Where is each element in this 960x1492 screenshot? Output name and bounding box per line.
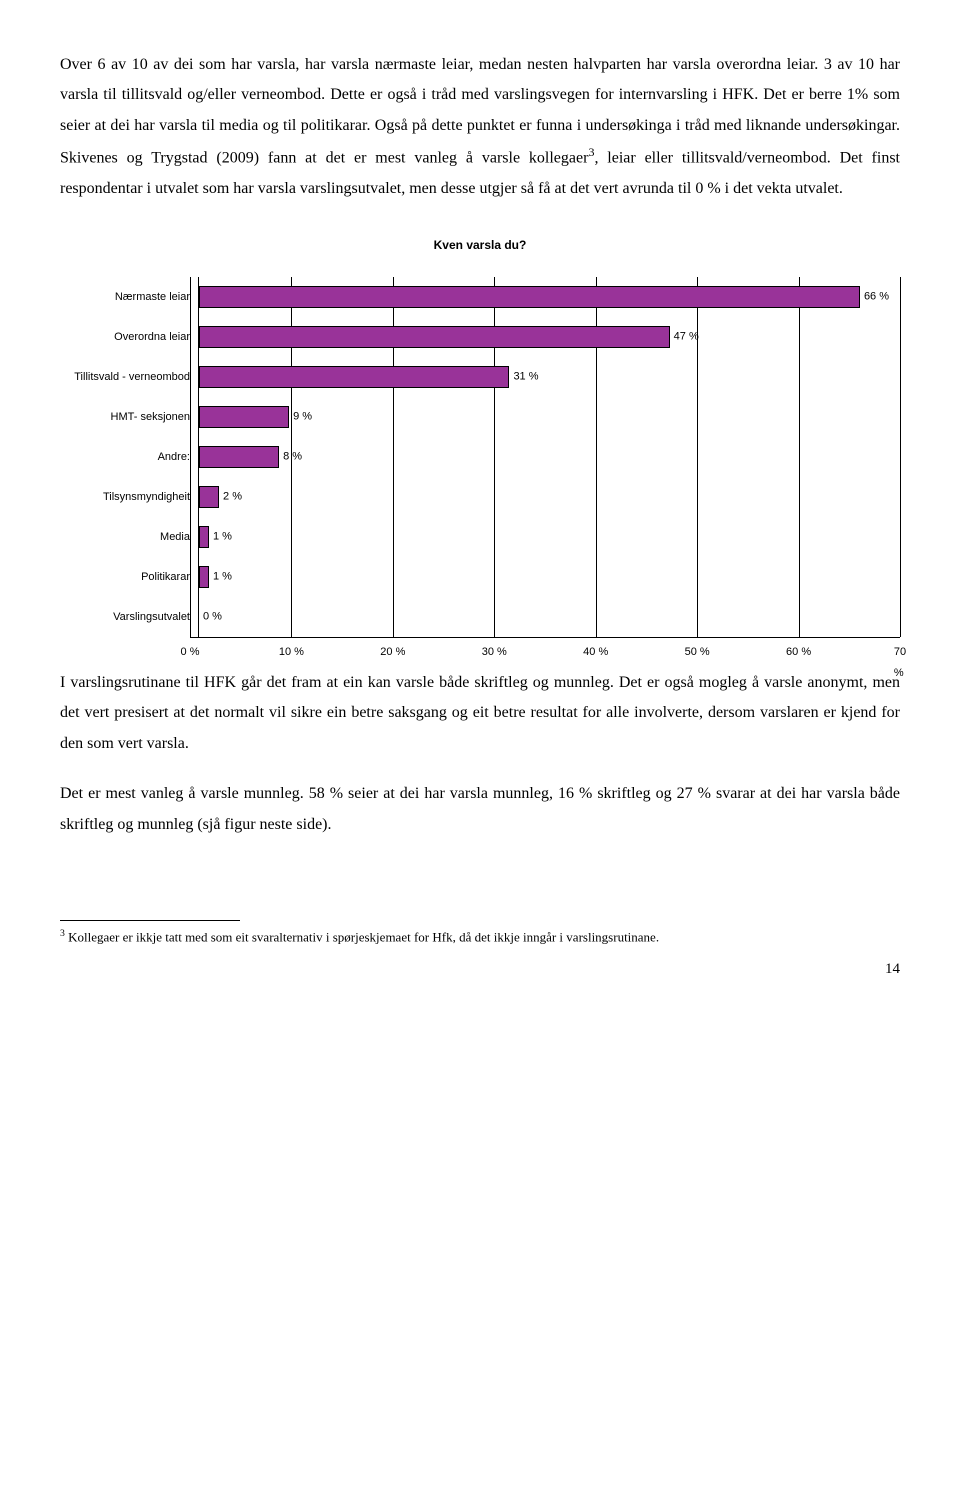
chart-row: Media 1 % <box>60 517 900 557</box>
footnote-text: Kollegaer er ikkje tatt med som eit svar… <box>65 929 659 944</box>
bar-label: Politikarar <box>60 567 198 588</box>
bar <box>199 286 860 308</box>
chart-row: Tilsynsmyndigheit 2 % <box>60 477 900 517</box>
bar-value: 0 % <box>199 607 222 628</box>
bar <box>199 326 670 348</box>
bar <box>199 406 289 428</box>
chart-title: Kven varsla du? <box>60 234 900 257</box>
bar-plot: 0 % <box>198 597 900 637</box>
bar-label: Tilsynsmyndigheit <box>60 487 198 508</box>
bar <box>199 446 279 468</box>
bar-value: 1 % <box>209 527 232 548</box>
bar-label: Tillitsvald - verneombod <box>60 367 198 388</box>
bar-value: 1 % <box>209 567 232 588</box>
bar-plot: 9 % <box>198 397 900 437</box>
bar-plot: 1 % <box>198 557 900 597</box>
x-tick-label: 10 % <box>279 642 304 663</box>
bar-plot: 47 % <box>198 317 900 357</box>
bar-value: 2 % <box>219 487 242 508</box>
bar-value: 9 % <box>289 407 312 428</box>
bar-label: Varslingsutvalet <box>60 607 198 628</box>
chart-row: Andre: 8 % <box>60 437 900 477</box>
paragraph-3: Det er mest vanleg å varsle munnleg. 58 … <box>60 779 900 840</box>
chart-row: Varslingsutvalet0 % <box>60 597 900 637</box>
bar-plot: 66 % <box>198 277 900 317</box>
bar-value: 47 % <box>670 327 699 348</box>
bar <box>199 526 209 548</box>
bar-value: 8 % <box>279 447 302 468</box>
chart-row: Nærmaste leiar 66 % <box>60 277 900 317</box>
x-tick-label: 20 % <box>380 642 405 663</box>
x-tick-label: 70 % <box>894 642 906 684</box>
axis-plot: 0 %10 %20 %30 %40 %50 %60 %70 % <box>190 637 900 658</box>
footnote: 3 Kollegaer er ikkje tatt med som eit sv… <box>60 927 900 947</box>
bar-chart: Nærmaste leiar 66 % Overordna leiar 47 % Til… <box>60 277 900 658</box>
chart-row: HMT- seksjonen 9 % <box>60 397 900 437</box>
bar <box>199 486 219 508</box>
x-tick-label: 30 % <box>482 642 507 663</box>
x-tick-label: 40 % <box>583 642 608 663</box>
bar <box>199 366 509 388</box>
bar-label: Overordna leiar <box>60 327 198 348</box>
bar-value: 31 % <box>509 367 538 388</box>
chart-row: Politikarar 1 % <box>60 557 900 597</box>
bar-plot: 8 % <box>198 437 900 477</box>
bar <box>199 566 209 588</box>
bar-plot: 31 % <box>198 357 900 397</box>
bar-plot: 1 % <box>198 517 900 557</box>
chart-x-axis: 0 %10 %20 %30 %40 %50 %60 %70 % <box>60 637 900 658</box>
paragraph-1: Over 6 av 10 av dei som har varsla, har … <box>60 50 900 204</box>
axis-spacer <box>60 637 190 658</box>
page-number: 14 <box>60 955 900 984</box>
footnote-separator <box>60 920 240 921</box>
paragraph-2: I varslingsrutinane til HFK går det fram… <box>60 668 900 759</box>
x-tick-label: 50 % <box>685 642 710 663</box>
chart-row: Tillitsvald - verneombod 31 % <box>60 357 900 397</box>
bar-label: Nærmaste leiar <box>60 287 198 308</box>
bar-label: HMT- seksjonen <box>60 407 198 428</box>
x-tick-label: 0 % <box>181 642 200 663</box>
x-tick-label: 60 % <box>786 642 811 663</box>
bar-label: Andre: <box>60 447 198 468</box>
bar-plot: 2 % <box>198 477 900 517</box>
bar-value: 66 % <box>860 287 889 308</box>
gridline <box>900 277 901 637</box>
chart-bars-area: Nærmaste leiar 66 % Overordna leiar 47 % Til… <box>60 277 900 637</box>
chart-row: Overordna leiar 47 % <box>60 317 900 357</box>
bar-label: Media <box>60 527 198 548</box>
